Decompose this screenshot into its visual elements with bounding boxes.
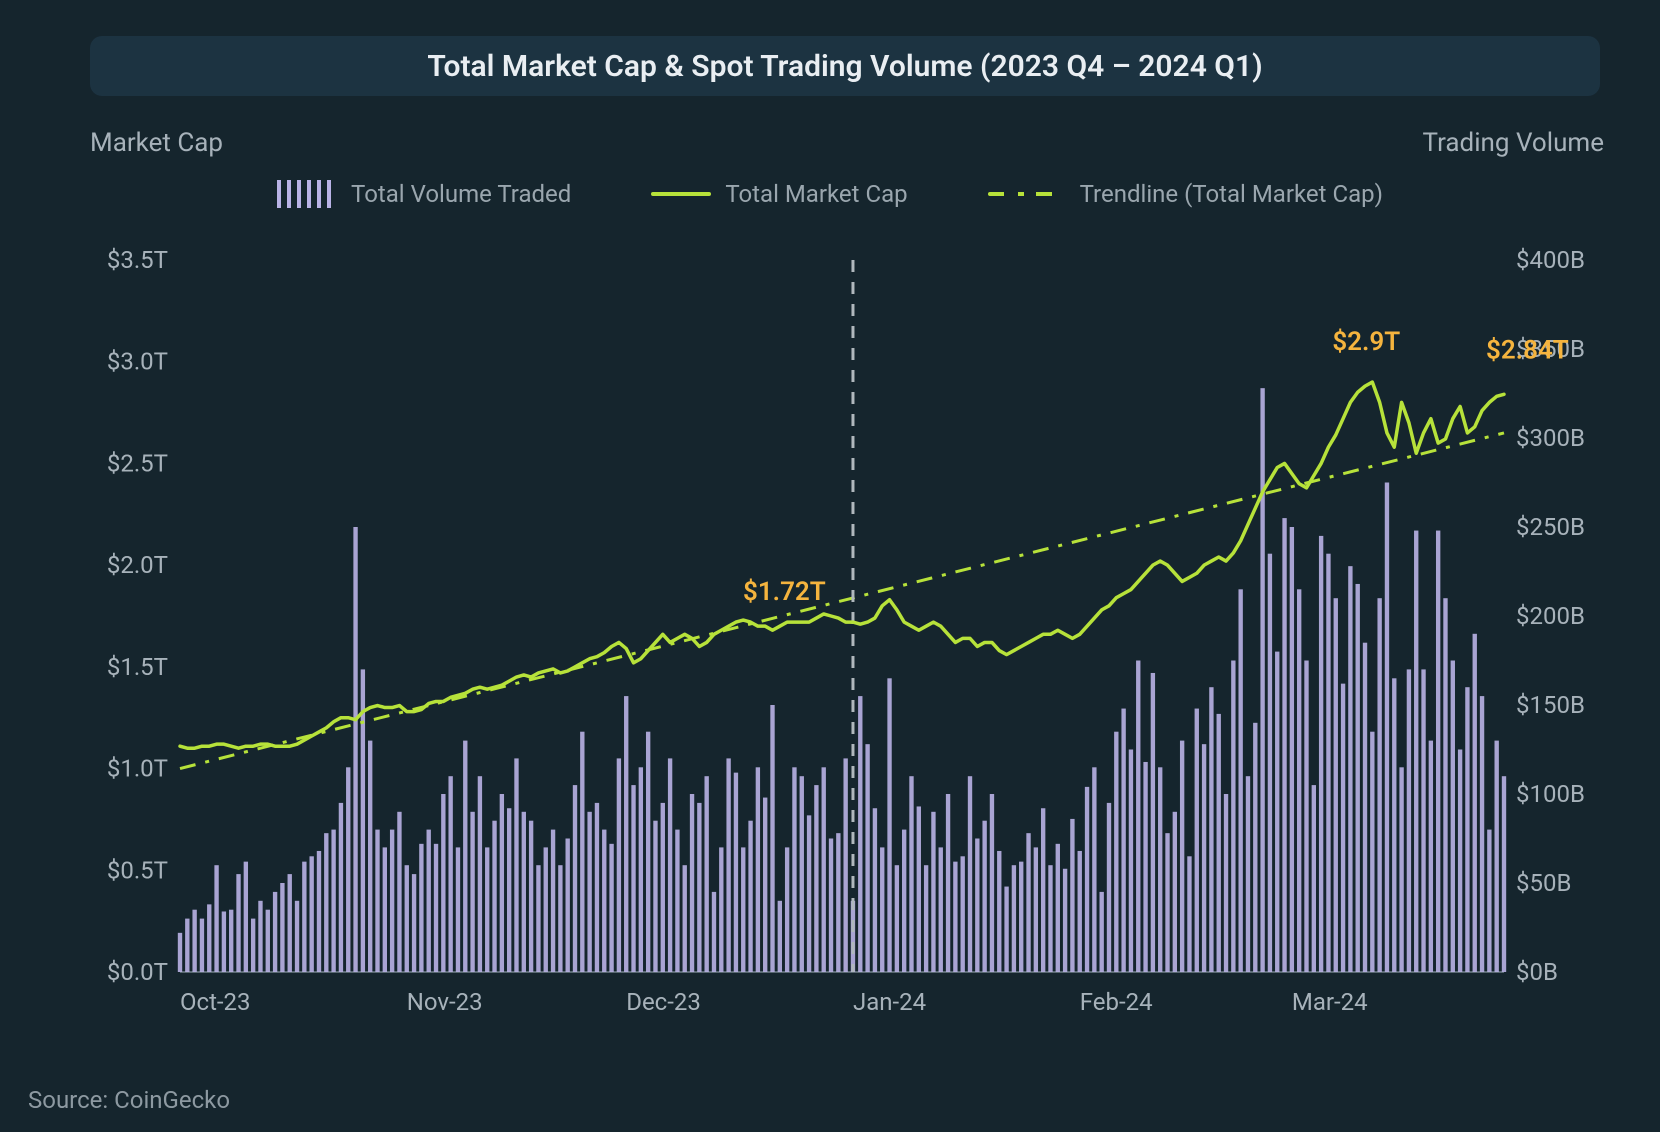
svg-text:Feb-24: Feb-24: [1080, 988, 1153, 1016]
svg-text:Dec-23: Dec-23: [626, 988, 701, 1016]
svg-text:$200B: $200B: [1516, 602, 1585, 630]
svg-text:$1.72T: $1.72T: [743, 577, 826, 607]
svg-text:$2.0T: $2.0T: [107, 551, 168, 579]
svg-text:Mar-24: Mar-24: [1292, 988, 1368, 1016]
legend-item-marketcap: Total Market Cap: [651, 180, 907, 208]
chart-title: Total Market Cap & Spot Trading Volume (…: [90, 36, 1600, 96]
svg-text:$100B: $100B: [1516, 780, 1585, 808]
source-text: Source: CoinGecko: [28, 1086, 230, 1114]
svg-text:$0.5T: $0.5T: [107, 856, 168, 884]
right-axis-title: Trading Volume: [1423, 128, 1604, 158]
svg-text:$0B: $0B: [1516, 958, 1558, 986]
svg-text:$1.5T: $1.5T: [107, 653, 168, 681]
svg-text:$1.0T: $1.0T: [107, 755, 168, 783]
svg-text:Oct-23: Oct-23: [180, 988, 251, 1016]
svg-text:$0.0T: $0.0T: [107, 958, 168, 986]
svg-text:$2.9T: $2.9T: [1332, 327, 1400, 357]
svg-text:Nov-23: Nov-23: [407, 988, 483, 1016]
dash-swatch-icon: [988, 192, 1066, 196]
bars-swatch-icon: [277, 180, 337, 208]
legend-item-volume: Total Volume Traded: [277, 180, 571, 208]
svg-text:$400B: $400B: [1516, 246, 1585, 274]
svg-text:$150B: $150B: [1516, 691, 1585, 719]
line-swatch-icon: [651, 192, 711, 196]
plot-area: $0.0T $0.5T $1.0T $1.5T $2.0T $2.5T $3.0T $3.5T…: [90, 240, 1604, 1042]
svg-text:$50B: $50B: [1516, 869, 1571, 897]
svg-text:$2.84T: $2.84T: [1486, 335, 1569, 365]
chart-svg: $0.0T $0.5T $1.0T $1.5T $2.0T $2.5T $3.0T $3.5T…: [90, 240, 1604, 1042]
svg-text:$2.5T: $2.5T: [107, 449, 168, 477]
left-axis-title: Market Cap: [90, 128, 223, 158]
svg-text:$250B: $250B: [1516, 513, 1585, 541]
legend: Total Volume Traded Total Market Cap Tre…: [0, 180, 1660, 208]
svg-text:$3.0T: $3.0T: [107, 348, 168, 376]
svg-text:$3.5T: $3.5T: [107, 246, 168, 274]
svg-text:Jan-24: Jan-24: [853, 988, 926, 1016]
legend-label: Trendline (Total Market Cap): [1080, 180, 1383, 208]
legend-label: Total Market Cap: [725, 180, 907, 208]
legend-item-trendline: Trendline (Total Market Cap): [988, 180, 1383, 208]
legend-label: Total Volume Traded: [351, 180, 571, 208]
svg-text:$300B: $300B: [1516, 424, 1585, 452]
